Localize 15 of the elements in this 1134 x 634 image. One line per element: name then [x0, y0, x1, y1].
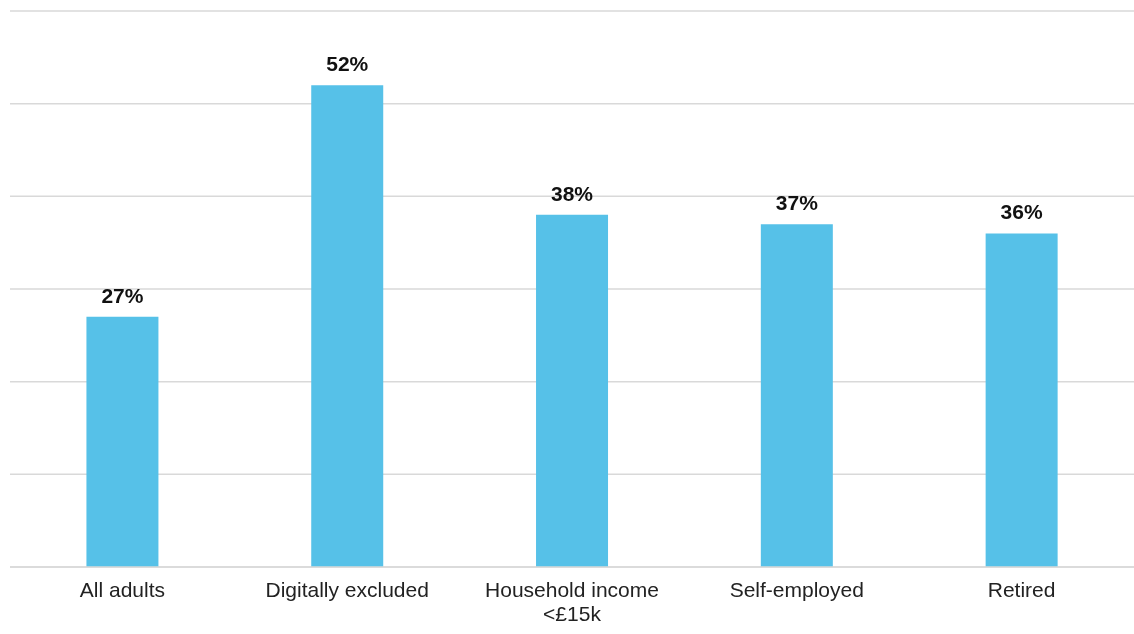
x-tick-label: Self-employed: [729, 578, 864, 601]
x-tick-label: Household income <£15k: [485, 578, 659, 625]
data-label: 38%: [551, 181, 594, 205]
data-label: 37%: [775, 191, 819, 215]
bar: [536, 214, 609, 567]
data-label: 36%: [1000, 200, 1043, 224]
data-label: 27%: [101, 283, 144, 307]
bar: [86, 316, 159, 567]
x-tick-label: All adults: [79, 578, 166, 601]
x-tick-label: Digitally excluded: [265, 578, 429, 601]
x-tick-label: Retired: [987, 578, 1056, 601]
bar: [311, 85, 384, 567]
bar: [760, 224, 833, 567]
data-label: 52%: [326, 52, 369, 76]
bar: [985, 233, 1058, 567]
